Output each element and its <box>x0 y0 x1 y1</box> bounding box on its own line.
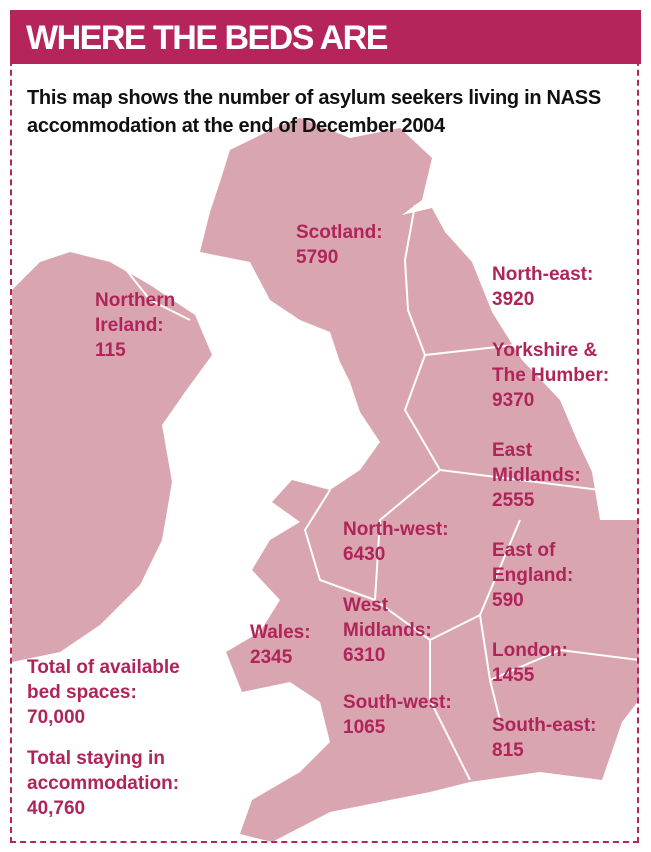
total-value: 70,000 <box>27 707 86 728</box>
region-label: London: 1455 <box>492 638 602 688</box>
great-britain <box>200 118 639 842</box>
region-value: 9370 <box>492 390 535 411</box>
region-name: Wales: <box>250 622 311 643</box>
region-name: London: <box>492 640 568 661</box>
region-value: 3920 <box>492 289 535 310</box>
region-label: Scotland: 5790 <box>296 220 406 270</box>
total-label: Total staying in accommodation: <box>27 748 180 794</box>
region-value: 1455 <box>492 665 535 686</box>
region-label: East of England: 590 <box>492 538 592 613</box>
region-value: 2555 <box>492 490 535 511</box>
region-value: 115 <box>95 340 126 361</box>
total: Total staying in accommodation: 40,760 <box>27 746 212 821</box>
region-label: North-east: 3920 <box>492 262 632 312</box>
region-value: 6310 <box>343 645 386 666</box>
total: Total of available bed spaces: 70,000 <box>27 655 212 730</box>
region-value: 1065 <box>343 717 386 738</box>
region-label: Wales: 2345 <box>250 620 340 670</box>
region-name: West Midlands: <box>343 595 432 641</box>
region-value: 815 <box>492 740 524 761</box>
region-value: 5790 <box>296 247 339 268</box>
region-name: Northern Ireland: <box>95 290 176 336</box>
region-label: Northern Ireland: 115 <box>95 288 205 363</box>
region-name: East of England: <box>492 540 574 586</box>
region-label: West Midlands: 6310 <box>343 593 453 668</box>
ireland <box>12 252 212 662</box>
region-name: Scotland: <box>296 222 383 243</box>
region-name: North-west: <box>343 519 449 540</box>
region-name: Yorkshire & The Humber: <box>492 340 610 386</box>
region-borders <box>119 204 640 781</box>
region-name: South-east: <box>492 715 597 736</box>
region-name: East Midlands: <box>492 440 581 486</box>
region-value: 2345 <box>250 647 293 668</box>
region-label: North-west: 6430 <box>343 517 483 567</box>
region-label: South-east: 815 <box>492 713 632 763</box>
total-value: 40,760 <box>27 798 86 819</box>
region-value: 590 <box>492 590 524 611</box>
region-value: 6430 <box>343 544 386 565</box>
total-label: Total of available bed spaces: <box>27 657 180 703</box>
region-name: South-west: <box>343 692 452 713</box>
region-label: South-west: 1065 <box>343 690 483 740</box>
title: WHERE THE BEDS ARE <box>10 10 641 64</box>
region-label: Yorkshire & The Humber: 9370 <box>492 338 632 413</box>
region-label: East Midlands: 2555 <box>492 438 602 513</box>
subtitle: This map shows the number of asylum seek… <box>27 87 601 137</box>
region-name: North-east: <box>492 264 594 285</box>
